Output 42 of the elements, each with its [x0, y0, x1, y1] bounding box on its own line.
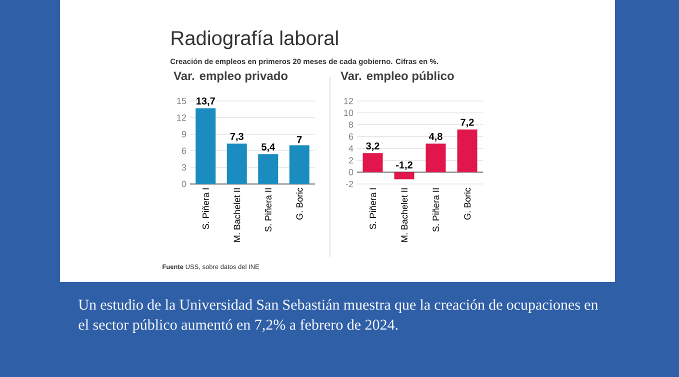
data-label: -1,2: [396, 161, 412, 170]
y-tick-label: 0: [182, 180, 186, 188]
y-tick-label: 4: [348, 145, 354, 152]
bar: [289, 145, 310, 184]
x-tick-label: G. Boric: [464, 188, 471, 220]
data-label: 13,7: [196, 97, 215, 106]
y-tick-label: -2: [346, 180, 354, 188]
x-tick-label: S. Piñera II: [264, 188, 272, 232]
y-tick-label: 6: [182, 148, 186, 154]
data-label: 3,2: [366, 142, 380, 151]
y-tick-label: 2: [348, 157, 354, 164]
chart-title: Var. empleo público: [340, 71, 454, 82]
bar: [258, 154, 278, 184]
y-tick-label: 9: [182, 131, 186, 138]
y-tick-label: 12: [177, 114, 186, 121]
data-label: 4,8: [428, 132, 442, 142]
x-tick-label: M. Bachelet II: [234, 188, 240, 242]
y-tick-label: 6: [348, 133, 354, 140]
y-tick-label: 3: [182, 164, 186, 171]
bar: [362, 153, 383, 172]
data-label: 7,2: [460, 118, 474, 128]
y-tick-label: 0: [348, 168, 354, 176]
bar: [457, 129, 478, 172]
text: Un estudio de la Universidad San Sebastián muestra que la creación de ocupaciones en el sector público aumentó en 7,2% a febrero de 2024.: [78, 299, 598, 333]
x-tick-label: G. Boric: [296, 188, 303, 220]
text: Radiografía laboral: [172, 30, 338, 50]
bar: [394, 172, 414, 180]
y-tick-label: 12: [344, 98, 354, 104]
x-tick-label: S. Piñera I: [369, 188, 376, 230]
data-label: 7: [297, 136, 302, 144]
y-tick-label: 8: [348, 122, 354, 128]
x-tick-label: M. Bachelet II: [400, 188, 408, 242]
bar: [196, 108, 216, 184]
bar: [426, 144, 446, 172]
x-tick-label: S. Piñera II: [432, 188, 440, 232]
chart-title: Var. empleo privado: [174, 71, 288, 82]
data-label: 7,3: [230, 132, 244, 142]
data-label: 5,4: [261, 143, 276, 152]
x-tick-label: S. Piñera I: [202, 188, 209, 230]
y-tick-label: 15: [177, 98, 186, 104]
y-tick-label: 10: [344, 110, 354, 116]
bar: [226, 144, 247, 184]
